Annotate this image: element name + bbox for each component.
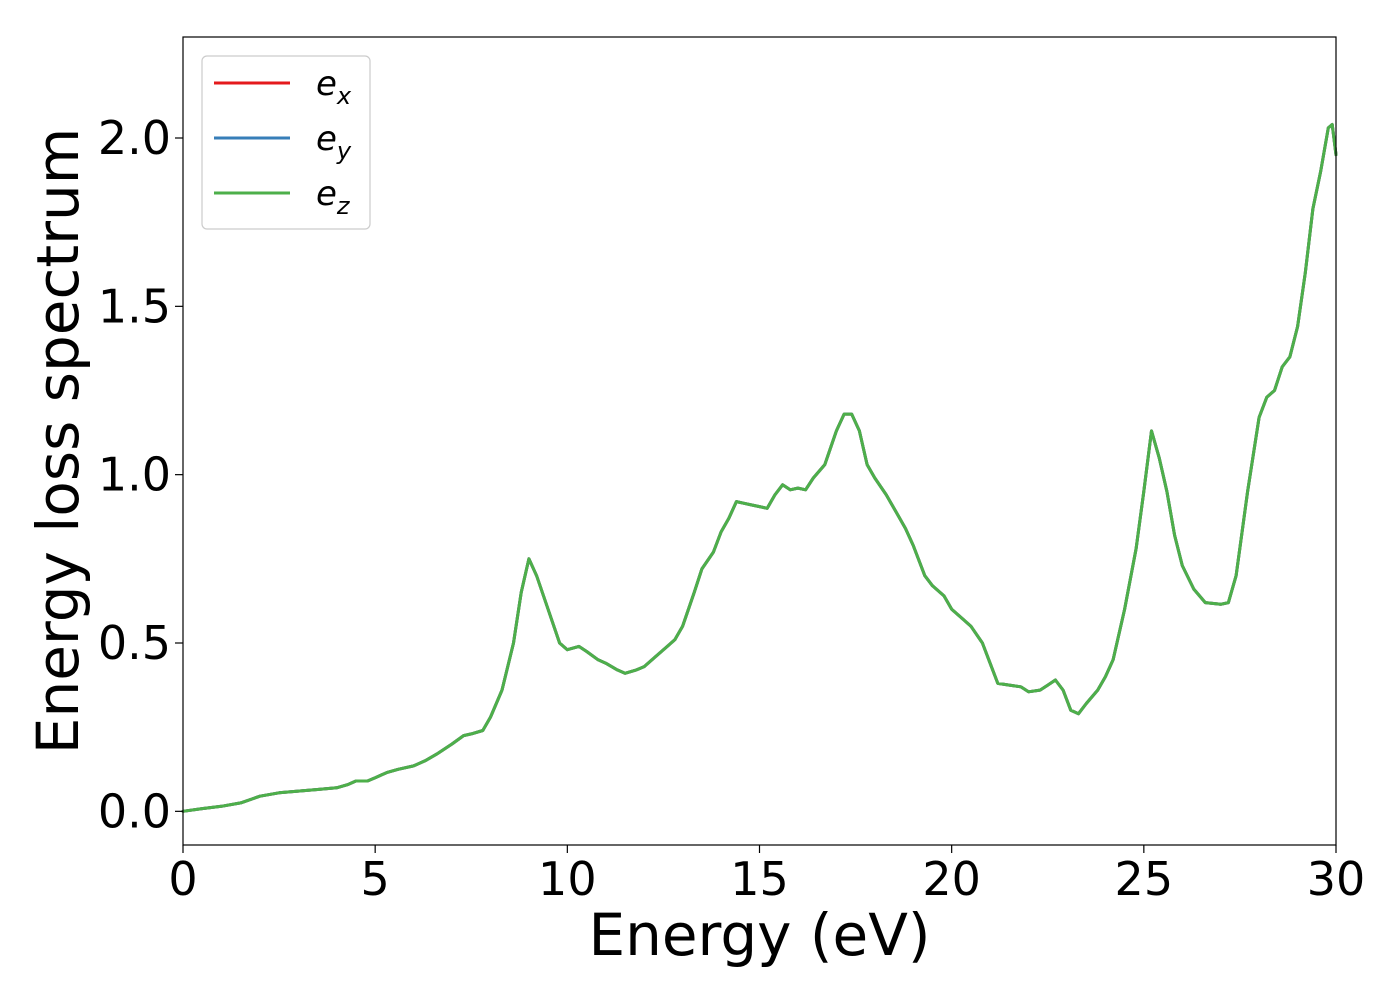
- series-line-e-z: [181, 123, 1338, 813]
- x-tick-label: 5: [361, 852, 390, 906]
- x-axis-ticks: 0 5 10 15 20 25 30: [168, 845, 1365, 906]
- y-axis-label: Energy loss spectrum: [24, 128, 92, 754]
- y-tick-label: 1.5: [98, 279, 171, 333]
- y-axis-ticks: 0.0 0.5 1.0 1.5 2.0: [98, 111, 183, 838]
- x-tick-label: 25: [1115, 852, 1174, 906]
- y-tick-label: 2.0: [98, 111, 171, 165]
- legend-label-x: ex: [316, 64, 352, 110]
- legend: ex ey ez: [201, 55, 371, 230]
- series-layer: [181, 123, 1338, 813]
- y-tick-label: 0.0: [98, 784, 171, 838]
- legend-box: [201, 55, 371, 230]
- legend-label-z: ez: [316, 174, 351, 220]
- x-tick-label: 0: [168, 852, 197, 906]
- x-tick-label: 30: [1307, 852, 1366, 906]
- x-tick-label: 10: [538, 852, 597, 906]
- x-tick-label: 15: [730, 852, 789, 906]
- y-tick-label: 0.5: [98, 616, 171, 670]
- y-tick-label: 1.0: [98, 448, 171, 502]
- x-tick-label: 20: [922, 852, 981, 906]
- x-axis-label: Energy (eV): [588, 901, 930, 969]
- legend-label-y: ey: [316, 119, 352, 165]
